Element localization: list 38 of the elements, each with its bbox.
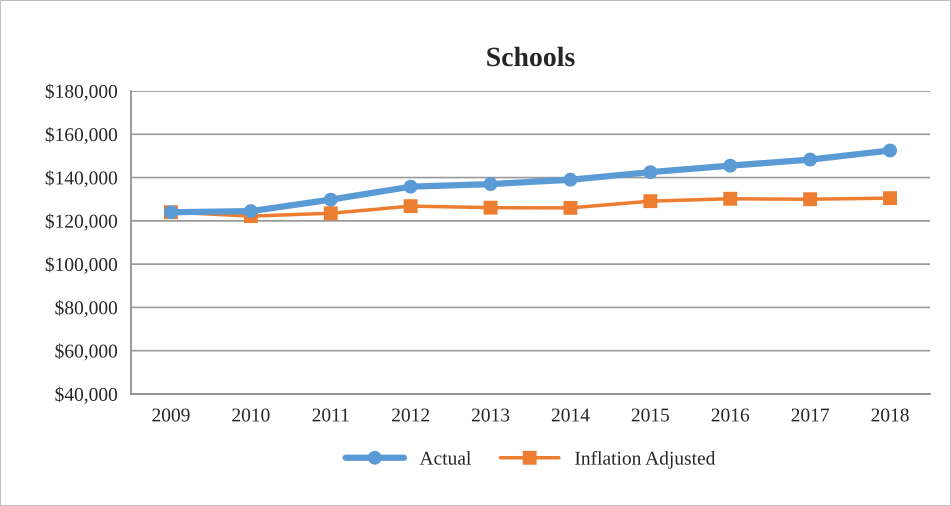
y-tick-label: $120,000 [46, 214, 118, 231]
x-tick-label: 2016 [712, 408, 750, 422]
y-tick-label: $40,000 [55, 386, 118, 404]
chart-title: Schools [487, 46, 575, 66]
point [404, 180, 418, 194]
x-tick-label: 2011 [312, 408, 349, 422]
point [723, 158, 738, 173]
y-tick-label: $100,000 [46, 256, 118, 274]
x-tick-label: 2015 [632, 408, 670, 422]
y-tick-label: $60,000 [55, 343, 118, 360]
point [564, 200, 578, 215]
point [643, 194, 658, 208]
y-tick-label: $80,000 [55, 300, 118, 318]
point [324, 206, 338, 220]
y-tick-label: $180,000 [46, 84, 118, 101]
y-tick-label: $160,000 [46, 126, 118, 144]
point [564, 172, 578, 187]
point [244, 204, 258, 218]
point [484, 200, 498, 215]
point [484, 177, 498, 192]
legend-label: Actual [420, 451, 471, 465]
point [643, 165, 658, 180]
point [883, 144, 897, 158]
x-tick-label: 2010 [232, 408, 270, 422]
x-tick-label: 2013 [472, 408, 510, 422]
point [883, 191, 897, 206]
x-tick-label: 2012 [392, 408, 430, 422]
point [404, 199, 418, 214]
x-tick-label: 2014 [552, 408, 590, 422]
x-tick-label: 2009 [152, 408, 190, 422]
point [803, 192, 818, 206]
y-tick-label: $140,000 [46, 170, 118, 188]
point [723, 192, 738, 206]
x-tick-label: 2017 [792, 408, 830, 422]
legend-label: Inflation Adjusted [575, 450, 716, 469]
point [324, 192, 338, 207]
point [803, 152, 818, 167]
x-tick-label: 2018 [871, 408, 909, 422]
